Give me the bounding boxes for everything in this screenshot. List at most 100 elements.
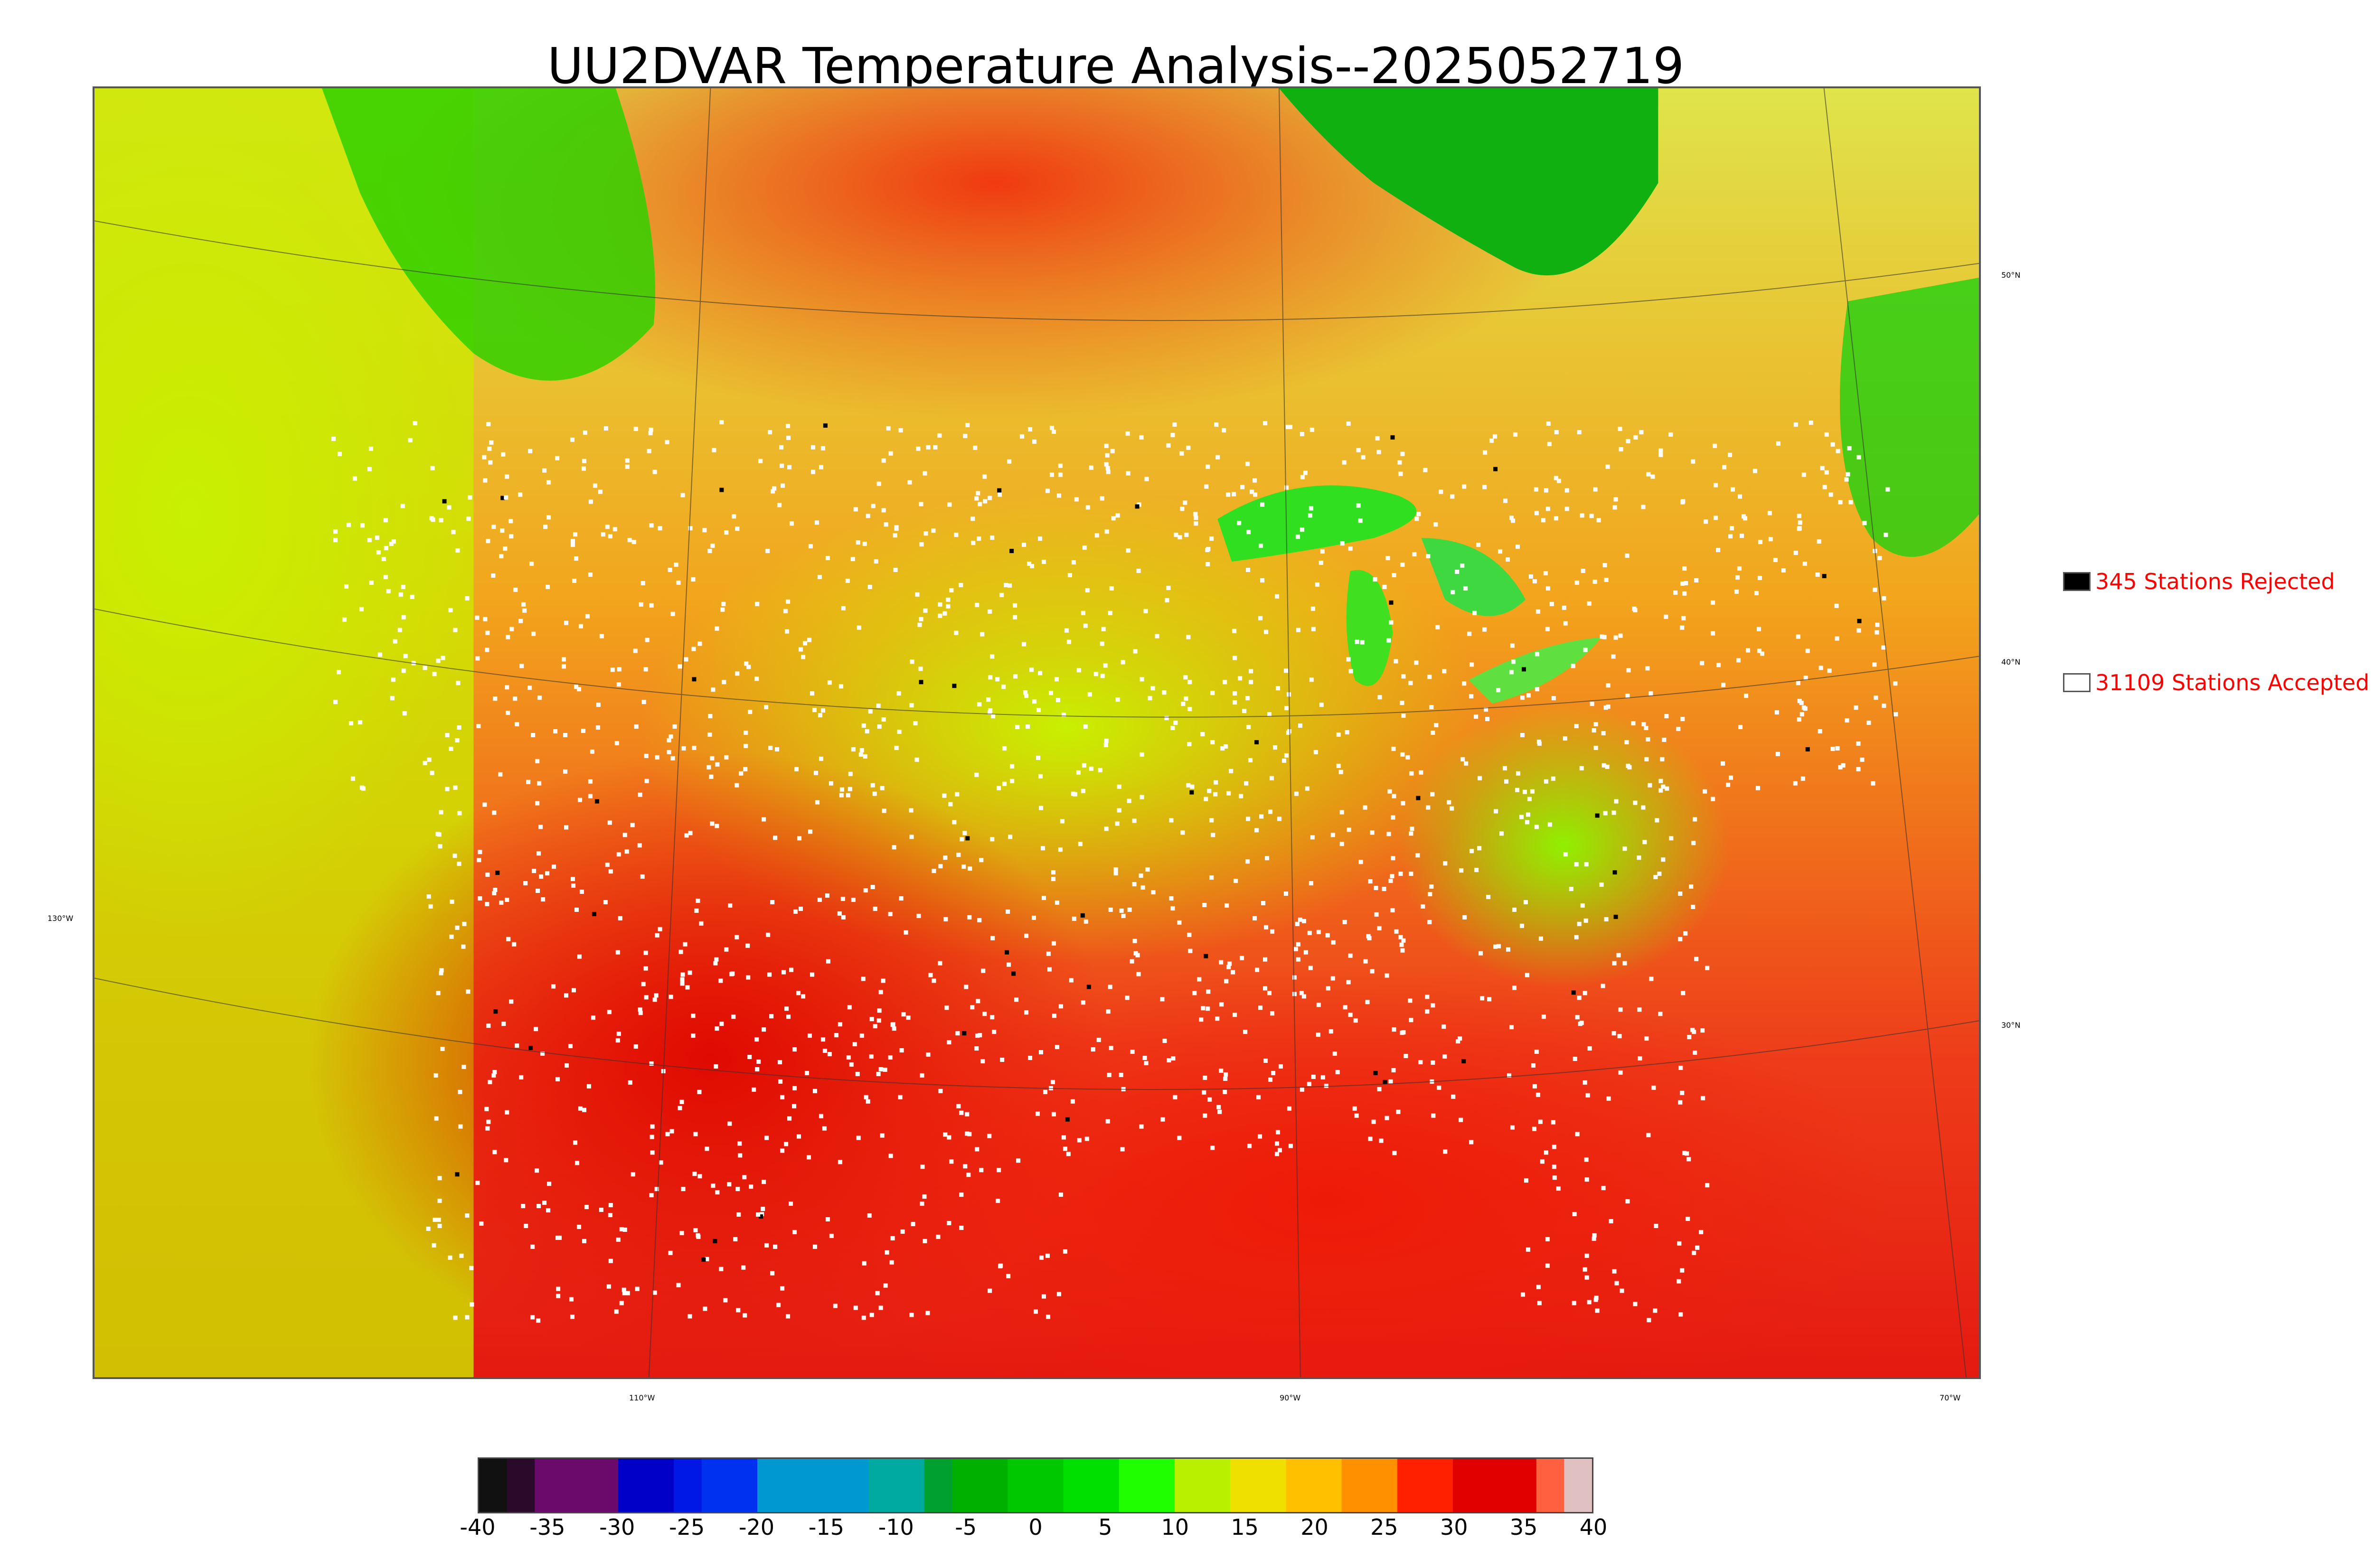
station-marker — [1209, 536, 1214, 541]
station-marker — [1104, 738, 1109, 743]
station-marker — [756, 1059, 761, 1064]
station-marker — [691, 1033, 696, 1038]
station-marker — [825, 893, 829, 898]
station-marker — [1167, 1058, 1171, 1062]
station-marker — [786, 435, 791, 440]
station-marker — [1611, 1031, 1616, 1036]
station-marker — [744, 743, 748, 748]
station-marker — [457, 725, 462, 730]
station-marker — [1527, 797, 1532, 801]
station-marker — [1022, 543, 1027, 547]
station-marker — [971, 541, 976, 545]
station-marker — [1728, 534, 1733, 539]
station-marker — [988, 710, 992, 715]
station-marker — [1437, 1085, 1441, 1090]
station-marker — [1401, 938, 1406, 943]
station-marker — [780, 1286, 785, 1291]
station-marker — [1060, 819, 1065, 824]
station-marker — [537, 781, 542, 786]
station-marker — [1203, 1075, 1207, 1080]
station-marker — [680, 972, 685, 977]
station-marker — [1820, 466, 1825, 470]
station-marker — [1755, 786, 1760, 790]
station-marker — [783, 609, 788, 613]
station-marker — [1721, 683, 1726, 687]
station-marker — [1186, 783, 1191, 788]
colorbar-segment — [1286, 1459, 1342, 1512]
station-marker — [1680, 1268, 1685, 1273]
station-marker — [1678, 1065, 1683, 1070]
station-marker — [1310, 835, 1315, 840]
station-marker — [1301, 919, 1306, 923]
station-marker — [1547, 822, 1552, 827]
station-marker — [1797, 514, 1801, 518]
station-marker — [1730, 526, 1734, 531]
station-marker — [528, 449, 533, 453]
station-marker — [1260, 578, 1265, 582]
station-marker — [503, 546, 508, 551]
station-marker — [1735, 575, 1740, 580]
station-marker — [873, 906, 877, 911]
station-marker — [982, 1012, 987, 1016]
station-marker — [1325, 933, 1330, 938]
station-marker — [1520, 1292, 1525, 1297]
station-marker — [789, 1202, 793, 1206]
station-marker — [724, 947, 729, 952]
station-marker — [1589, 514, 1594, 518]
station-marker — [746, 975, 751, 980]
station-marker — [878, 1067, 883, 1071]
colorbar-tick-label: 40 — [1579, 1514, 1608, 1540]
station-marker — [1331, 940, 1336, 945]
station-marker — [956, 853, 961, 857]
station-marker — [926, 1052, 931, 1057]
station-marker — [1083, 724, 1088, 729]
station-marker — [742, 1175, 747, 1180]
station-marker — [1008, 835, 1013, 839]
station-marker — [1738, 494, 1743, 499]
station-marker — [792, 1104, 797, 1108]
station-marker — [997, 786, 1001, 790]
station-marker — [1126, 471, 1130, 476]
station-marker — [644, 995, 649, 1000]
station-marker — [408, 438, 413, 442]
station-marker — [384, 546, 388, 551]
station-marker — [1133, 951, 1138, 956]
station-marker — [672, 724, 677, 729]
station-marker — [1797, 699, 1802, 704]
station-marker — [983, 499, 988, 504]
station-marker — [1612, 961, 1617, 966]
station-marker — [1815, 572, 1820, 577]
station-marker — [1703, 789, 1707, 794]
station-marker — [981, 968, 986, 973]
station-marker — [1676, 727, 1681, 732]
station-marker — [1822, 573, 1827, 578]
station-marker — [1301, 994, 1306, 999]
station-marker — [1536, 1092, 1540, 1097]
station-marker — [1058, 463, 1063, 468]
station-marker — [779, 445, 784, 450]
station-marker — [1534, 825, 1539, 829]
station-marker — [1737, 566, 1742, 571]
station-marker — [1104, 462, 1109, 467]
station-marker — [1064, 628, 1069, 633]
station-marker — [483, 478, 488, 483]
station-marker — [943, 1132, 948, 1137]
station-marker — [581, 729, 585, 733]
station-marker — [1464, 761, 1469, 766]
station-marker — [878, 1305, 883, 1310]
station-marker — [547, 1182, 552, 1186]
station-marker — [735, 526, 740, 531]
station-marker — [1574, 862, 1579, 867]
station-marker — [713, 1239, 717, 1243]
station-marker — [1056, 493, 1061, 498]
station-marker — [1258, 616, 1263, 620]
station-marker — [1007, 962, 1011, 967]
station-marker — [452, 854, 457, 858]
station-marker — [1545, 1263, 1550, 1268]
station-marker — [616, 1032, 621, 1036]
station-marker — [583, 430, 587, 435]
station-marker — [808, 544, 813, 549]
station-marker — [1805, 747, 1810, 751]
station-marker — [1311, 627, 1316, 631]
station-marker — [1041, 560, 1046, 564]
